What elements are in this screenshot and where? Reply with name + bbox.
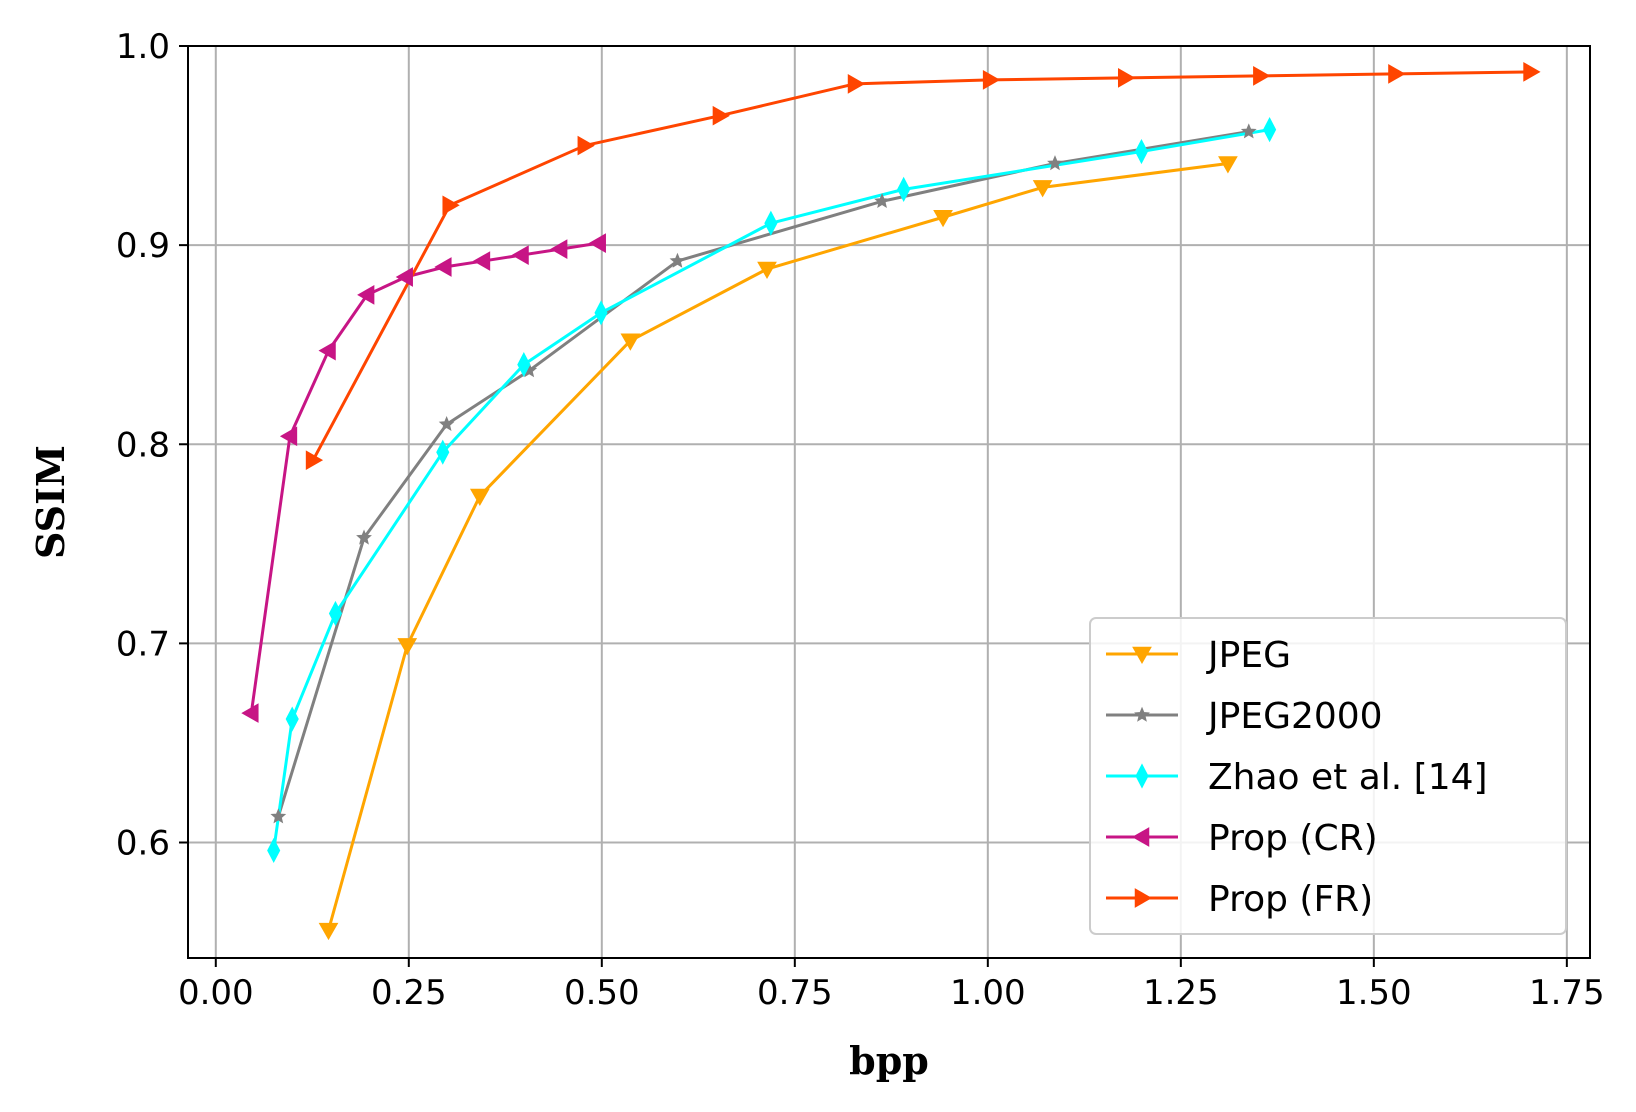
data-point-prop-fr <box>1117 67 1136 88</box>
legend-label-zhao-et-al-14: Zhao et al. [14] <box>1208 757 1488 798</box>
data-point-jpeg2000 <box>1047 155 1063 171</box>
series-markers <box>241 62 1541 941</box>
y-tick-label: 1.0 <box>116 27 170 67</box>
y-tick-label: 0.7 <box>116 624 170 664</box>
data-point-prop-cr <box>241 703 259 723</box>
data-point-zhao-et-al-14 <box>517 352 531 378</box>
data-point-prop-cr <box>357 285 375 305</box>
data-point-jpeg <box>757 261 777 280</box>
data-point-jpeg <box>469 488 490 507</box>
data-point-zhao-et-al-14 <box>1134 138 1149 165</box>
data-point-prop-cr <box>511 245 529 265</box>
data-point-jpeg <box>933 209 953 228</box>
legend-label-jpeg2000: JPEG2000 <box>1206 696 1383 737</box>
data-point-zhao-et-al-14 <box>285 706 299 732</box>
data-point-prop-cr <box>588 233 606 253</box>
x-tick-label: 0.00 <box>178 973 254 1013</box>
legend: JPEG JPEG2000 Zhao et al. [14] Prop (CR) Pro… <box>1089 617 1567 935</box>
legend-marker-zhao-et-al-14 <box>1135 763 1149 789</box>
data-point-prop-fr <box>442 195 460 216</box>
legend-label-prop-fr: Prop (FR) <box>1208 879 1373 920</box>
x-axis-title: bpp <box>849 1038 929 1083</box>
data-point-prop-fr <box>577 135 595 156</box>
y-axis-ticks: 0.6 0.7 0.8 0.9 1.0 <box>116 27 188 864</box>
data-point-prop-cr <box>279 426 298 447</box>
data-point-prop-fr <box>1388 64 1406 84</box>
y-tick-label: 0.6 <box>116 824 170 864</box>
data-point-jpeg2000 <box>874 193 890 209</box>
x-tick-label: 0.75 <box>757 973 833 1013</box>
data-point-zhao-et-al-14 <box>267 837 281 864</box>
x-tick-label: 0.25 <box>371 973 447 1013</box>
data-point-zhao-et-al-14 <box>764 210 778 236</box>
data-point-jpeg2000 <box>356 529 372 545</box>
data-point-zhao-et-al-14 <box>328 600 343 627</box>
data-point-jpeg2000 <box>1240 123 1257 139</box>
plot-frame <box>187 45 1591 959</box>
series-line-jpeg <box>327 161 1229 931</box>
data-point-prop-cr <box>472 251 491 271</box>
y-axis-title: SSIM <box>28 445 73 559</box>
legend-label-prop-cr: Prop (CR) <box>1208 818 1378 859</box>
data-point-prop-fr <box>1253 66 1271 86</box>
x-tick-label: 1.50 <box>1336 973 1412 1013</box>
data-point-jpeg2000 <box>270 808 287 824</box>
data-point-jpeg <box>620 333 641 351</box>
data-point-prop-cr <box>550 239 568 259</box>
data-point-jpeg2000 <box>669 252 686 268</box>
x-axis-ticks: 0.00 0.25 0.50 0.75 1.00 1.25 1.50 1.75 <box>178 958 1605 1013</box>
data-point-prop-cr <box>318 340 336 361</box>
data-point-prop-fr <box>712 105 730 126</box>
legend-marker-prop-cr <box>1131 827 1150 847</box>
x-tick-label: 1.25 <box>1143 973 1219 1013</box>
series-line-prop-fr <box>311 70 1531 461</box>
data-point-prop-fr <box>982 69 1001 90</box>
data-point-prop-cr <box>395 267 413 287</box>
x-tick-label: 1.75 <box>1529 973 1605 1013</box>
legend-label-jpeg: JPEG <box>1206 635 1291 676</box>
data-point-jpeg <box>318 922 339 941</box>
y-tick-label: 0.8 <box>116 425 170 465</box>
legend-marker-prop-fr <box>1134 888 1153 908</box>
x-tick-label: 1.00 <box>950 973 1026 1013</box>
y-tick-label: 0.9 <box>116 226 170 266</box>
data-point-jpeg <box>1032 180 1053 198</box>
legend-box <box>1089 617 1567 935</box>
data-point-prop-fr <box>1523 62 1541 82</box>
legend-marker-jpeg2000 <box>1134 706 1150 722</box>
data-point-jpeg <box>397 638 418 656</box>
data-point-zhao-et-al-14 <box>594 300 608 326</box>
legend-marker-jpeg <box>1132 646 1152 665</box>
series-line-zhao-et-al-14 <box>272 128 1270 851</box>
data-point-zhao-et-al-14 <box>436 439 450 465</box>
data-point-jpeg <box>1218 156 1238 174</box>
data-point-prop-cr <box>434 257 452 277</box>
data-point-zhao-et-al-14 <box>897 176 911 202</box>
series-line-prop-cr <box>249 241 599 714</box>
data-point-prop-fr <box>847 73 866 94</box>
x-tick-label: 0.50 <box>564 973 640 1013</box>
data-point-zhao-et-al-14 <box>1263 117 1277 143</box>
data-point-jpeg2000 <box>438 416 455 432</box>
data-point-prop-fr <box>305 450 324 471</box>
